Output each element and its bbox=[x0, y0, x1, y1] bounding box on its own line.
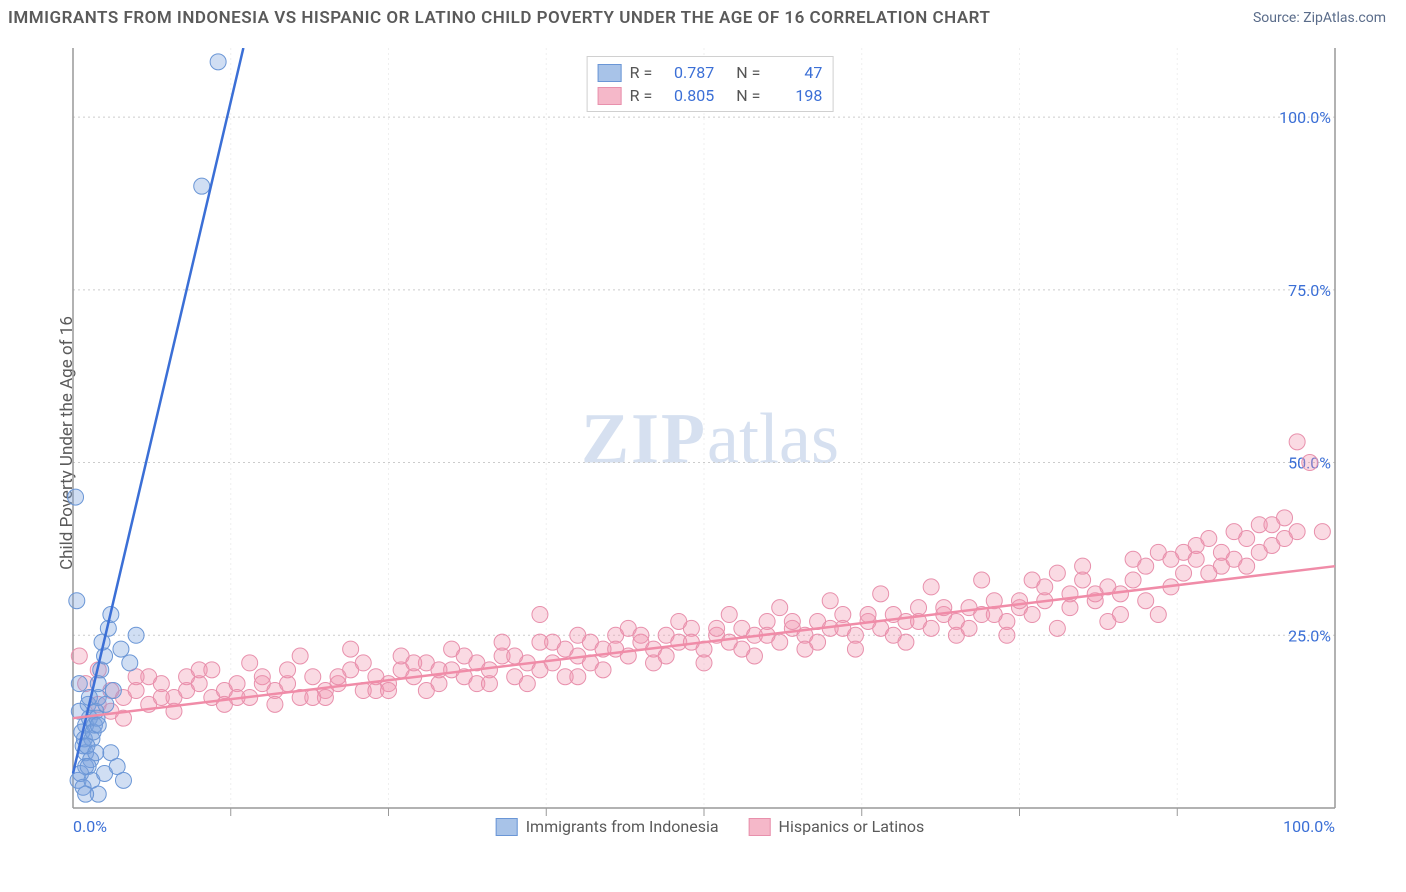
series-legend: Immigrants from Indonesia Hispanics or L… bbox=[496, 817, 925, 836]
swatch-blue bbox=[598, 64, 622, 82]
swatch-blue-icon bbox=[496, 818, 518, 836]
legend-row-blue: R = 0.787 N = 47 bbox=[598, 61, 823, 84]
svg-text:75.0%: 75.0% bbox=[1288, 281, 1331, 300]
svg-text:0.0%: 0.0% bbox=[73, 817, 107, 836]
chart-title: IMMIGRANTS FROM INDONESIA VS HISPANIC OR… bbox=[8, 8, 990, 28]
legend-item-pink: Hispanics or Latinos bbox=[749, 817, 925, 836]
svg-text:25.0%: 25.0% bbox=[1288, 626, 1331, 645]
legend-item-blue: Immigrants from Indonesia bbox=[496, 817, 719, 836]
chart-area: Child Poverty Under the Age of 16 ZIPatl… bbox=[55, 48, 1365, 838]
svg-text:100.0%: 100.0% bbox=[1279, 108, 1331, 127]
scatter-chart-svg: 25.0%50.0%75.0%100.0%0.0%100.0% bbox=[55, 48, 1365, 838]
svg-text:100.0%: 100.0% bbox=[1283, 817, 1335, 836]
legend-row-pink: R = 0.805 N = 198 bbox=[598, 84, 823, 107]
chart-header: IMMIGRANTS FROM INDONESIA VS HISPANIC OR… bbox=[0, 0, 1406, 32]
chart-source: Source: ZipAtlas.com bbox=[1253, 10, 1386, 26]
swatch-pink bbox=[598, 87, 622, 105]
swatch-pink-icon bbox=[749, 818, 771, 836]
correlation-legend: R = 0.787 N = 47 R = 0.805 N = 198 bbox=[587, 56, 834, 112]
